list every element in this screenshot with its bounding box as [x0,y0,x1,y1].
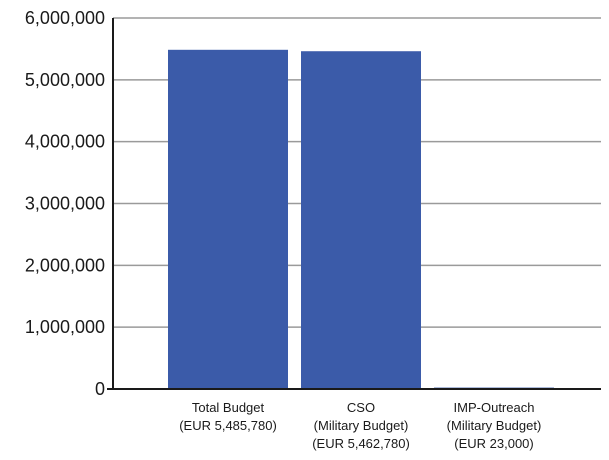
category-label-line: (Military Budget) [447,418,542,433]
bars [168,49,554,390]
y-tick-label: 0 [95,379,105,399]
category-label-2: CSO (Military Budget) (EUR 5,462,780) [312,400,410,451]
y-tick-label: 5,000,000 [25,70,105,90]
category-label-line: Total Budget [192,400,265,415]
category-label-3: IMP-Outreach (Military Budget) (EUR 23,000… [447,400,542,451]
x-axis-category-labels: Total Budget (EUR 5,485,780) CSO (Military … [179,400,541,451]
category-label-line: (EUR 23,000) [454,436,533,451]
category-label-line: (Military Budget) [314,418,409,433]
category-label-line: (EUR 5,485,780) [179,418,277,433]
y-tick-label: 4,000,000 [25,132,105,152]
category-label-line: (EUR 5,462,780) [312,436,410,451]
bar-2 [301,51,421,389]
y-tick-label: 6,000,000 [25,8,105,28]
y-axis-tick-labels: 0 1,000,000 2,000,000 3,000,000 4,000,000 5,0… [25,8,105,399]
bar-1 [168,49,288,390]
y-tick-label: 1,000,000 [25,317,105,337]
y-tick-label: 3,000,000 [25,194,105,214]
category-label-line: IMP-Outreach [454,400,535,415]
y-tick-label: 2,000,000 [25,255,105,275]
category-label-1: Total Budget (EUR 5,485,780) [179,400,277,433]
category-label-line: CSO [347,400,375,415]
